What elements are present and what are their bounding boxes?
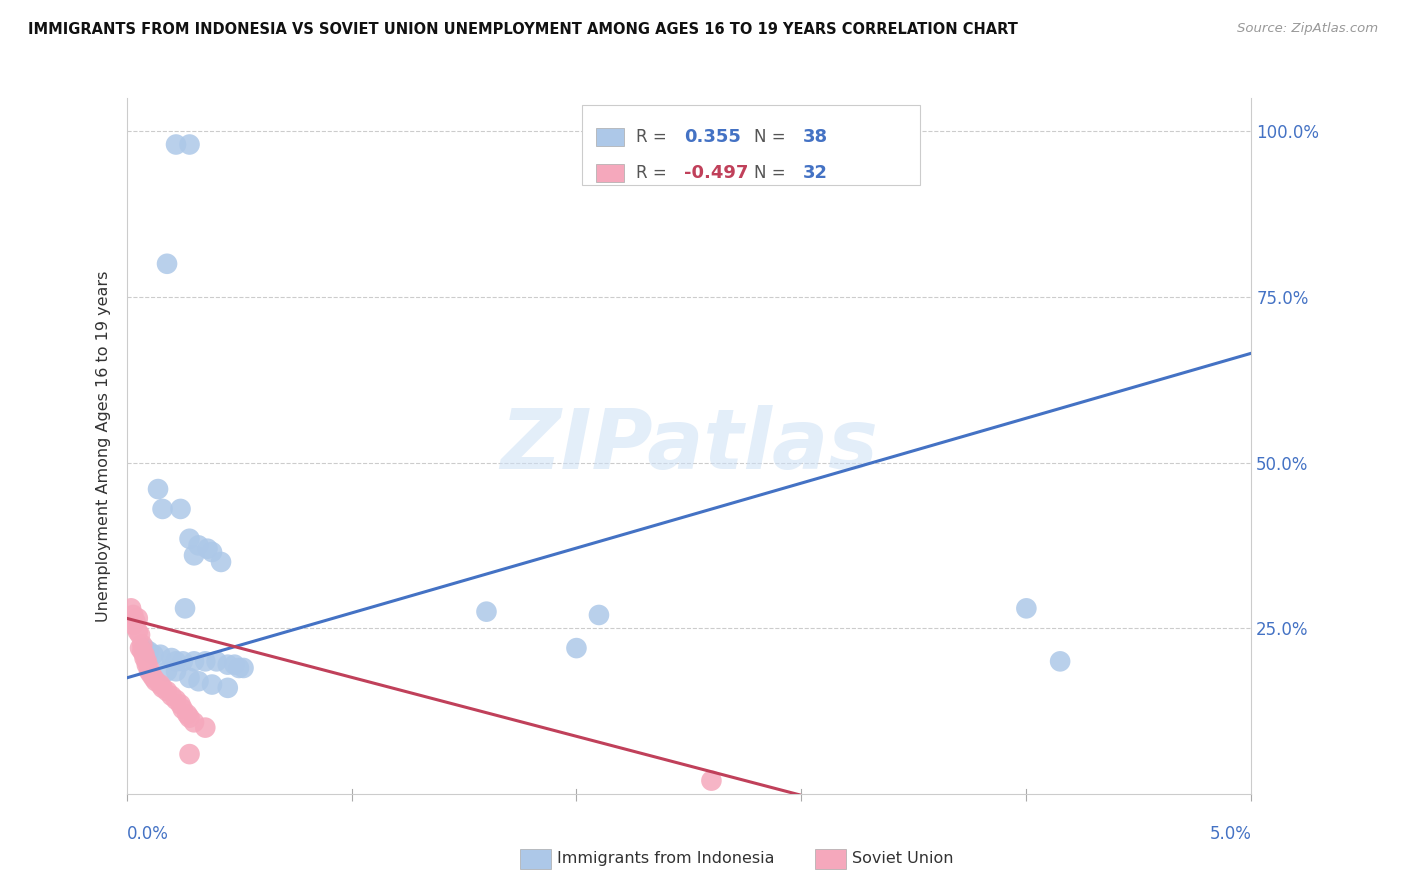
Point: [183, 654, 205, 668]
Point: [122, 618, 145, 632]
Text: 38: 38: [803, 128, 828, 146]
Point: [156, 665, 179, 679]
Point: [179, 671, 201, 685]
Point: [127, 611, 149, 625]
Point: [129, 628, 152, 642]
Point: [172, 702, 194, 716]
Point: [201, 545, 224, 559]
Point: [217, 657, 239, 672]
FancyBboxPatch shape: [596, 128, 624, 145]
Point: [183, 715, 205, 730]
Point: [122, 607, 145, 622]
Point: [172, 654, 194, 668]
Point: [149, 677, 172, 691]
Point: [700, 773, 723, 788]
Point: [149, 648, 172, 662]
Point: [165, 654, 187, 668]
Point: [142, 648, 165, 662]
Point: [228, 661, 250, 675]
Point: [187, 674, 209, 689]
Text: R =: R =: [636, 128, 672, 146]
Point: [135, 657, 157, 672]
Text: Soviet Union: Soviet Union: [852, 851, 953, 865]
Point: [135, 654, 157, 668]
Point: [1049, 654, 1071, 668]
Point: [169, 502, 191, 516]
Text: Source: ZipAtlas.com: Source: ZipAtlas.com: [1237, 22, 1378, 36]
Point: [141, 667, 163, 681]
Point: [232, 661, 254, 675]
Point: [165, 665, 187, 679]
Point: [224, 657, 246, 672]
Point: [138, 661, 160, 675]
Point: [475, 605, 498, 619]
Point: [183, 549, 205, 563]
Text: N =: N =: [754, 128, 792, 146]
FancyBboxPatch shape: [582, 105, 920, 186]
Point: [160, 689, 183, 703]
Point: [145, 674, 167, 689]
Point: [194, 721, 217, 735]
Point: [209, 555, 232, 569]
Point: [201, 677, 224, 691]
Point: [588, 607, 610, 622]
Y-axis label: Unemployment Among Ages 16 to 19 years: Unemployment Among Ages 16 to 19 years: [96, 270, 111, 622]
Point: [194, 654, 217, 668]
Point: [134, 648, 156, 662]
Point: [129, 641, 152, 656]
Point: [179, 711, 201, 725]
Text: -0.497: -0.497: [685, 164, 749, 182]
Point: [179, 137, 201, 152]
Point: [165, 137, 187, 152]
Point: [217, 681, 239, 695]
Point: [120, 601, 142, 615]
Text: 5.0%: 5.0%: [1209, 825, 1251, 843]
Text: Immigrants from Indonesia: Immigrants from Indonesia: [557, 851, 775, 865]
Point: [131, 638, 153, 652]
Point: [179, 747, 201, 761]
Text: R =: R =: [636, 164, 672, 182]
Point: [179, 532, 201, 546]
Point: [156, 684, 179, 698]
Text: ZIPatlas: ZIPatlas: [501, 406, 877, 486]
Point: [160, 651, 183, 665]
Point: [134, 641, 156, 656]
Point: [1015, 601, 1038, 615]
Point: [152, 681, 174, 695]
Point: [165, 693, 187, 707]
Point: [174, 601, 197, 615]
Point: [156, 257, 179, 271]
Point: [146, 482, 169, 496]
Point: [565, 641, 588, 656]
Point: [205, 654, 228, 668]
FancyBboxPatch shape: [596, 164, 624, 182]
Text: 0.355: 0.355: [685, 128, 741, 146]
Point: [152, 502, 174, 516]
Text: 32: 32: [803, 164, 828, 182]
Point: [176, 707, 198, 722]
Text: 0.0%: 0.0%: [127, 825, 169, 843]
Point: [197, 541, 219, 556]
Point: [169, 698, 191, 712]
Point: [138, 644, 160, 658]
Point: [127, 624, 149, 639]
Point: [187, 538, 209, 552]
Point: [138, 665, 160, 679]
Point: [142, 671, 165, 685]
Text: N =: N =: [754, 164, 792, 182]
Point: [134, 651, 156, 665]
Point: [124, 615, 146, 629]
Point: [131, 644, 153, 658]
Text: IMMIGRANTS FROM INDONESIA VS SOVIET UNION UNEMPLOYMENT AMONG AGES 16 TO 19 YEARS: IMMIGRANTS FROM INDONESIA VS SOVIET UNIO…: [28, 22, 1018, 37]
